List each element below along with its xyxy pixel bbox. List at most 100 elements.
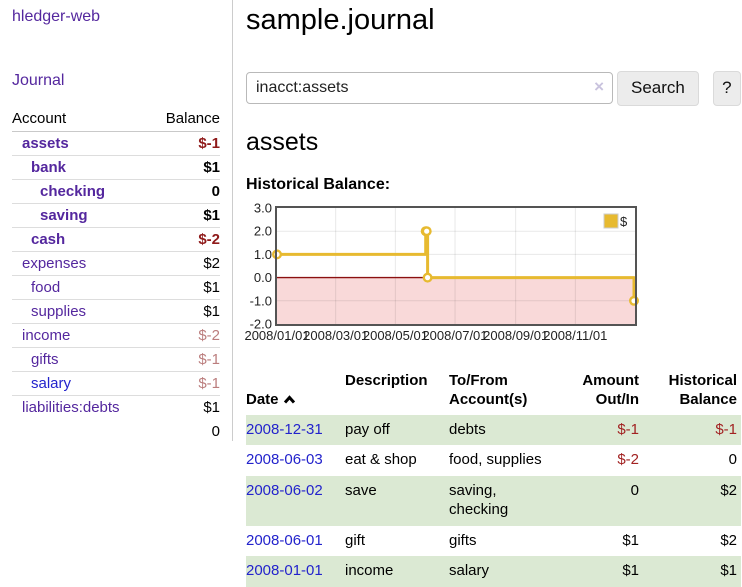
account-link[interactable]: checking xyxy=(40,183,105,200)
clear-search-icon[interactable]: × xyxy=(594,77,604,97)
account-balance: 0 xyxy=(150,180,220,204)
account-link[interactable]: assets xyxy=(22,135,69,152)
account-balance: $-1 xyxy=(150,372,220,396)
account-row: saving $1 xyxy=(12,204,220,228)
transaction-balance: $1 xyxy=(643,556,741,587)
transaction-description: income xyxy=(345,556,449,587)
transaction-description: pay off xyxy=(345,415,449,446)
account-link[interactable]: expenses xyxy=(22,255,86,272)
transaction-date-link[interactable]: 2008-12-31 xyxy=(246,415,345,446)
transaction-date-link[interactable]: 2008-01-01 xyxy=(246,556,345,587)
search-button[interactable]: Search xyxy=(617,71,699,106)
transaction-date-link[interactable]: 2008-06-02 xyxy=(246,482,323,499)
account-row: income$-2 xyxy=(12,324,220,348)
transaction-amount: $-2 xyxy=(561,445,643,476)
transaction-row[interactable]: 2008-06-03 eat & shopfood, supplies$-20 xyxy=(246,445,741,476)
account-balance: $1 xyxy=(150,396,220,420)
x-axis-tick-label: 2008/09/01 xyxy=(483,328,548,343)
x-axis-tick-label: 2008/07/01 xyxy=(422,328,487,343)
transaction-row[interactable]: 2008-06-02 savesaving, checking0$2 xyxy=(246,476,741,526)
transaction-date-link[interactable]: 2008-06-01 xyxy=(246,526,345,557)
transaction-balance: 0 xyxy=(643,445,741,476)
transaction-date-link[interactable]: 2008-06-03 xyxy=(246,445,345,476)
transaction-balance: $2 xyxy=(643,526,741,557)
accounts-header-account: Account xyxy=(12,107,150,132)
transaction-date-link[interactable]: 2008-06-01 xyxy=(246,532,323,549)
y-axis-tick-label: -1.0 xyxy=(250,294,272,309)
account-row: expenses $2 xyxy=(12,252,220,276)
column-header-date[interactable]: Date xyxy=(246,370,345,415)
sidebar-item-journal[interactable]: Journal xyxy=(12,72,220,90)
account-row: cash $-2 xyxy=(12,228,220,252)
transaction-accounts: food, supplies xyxy=(449,445,561,476)
account-link[interactable]: food xyxy=(31,279,60,296)
account-link[interactable]: supplies xyxy=(31,303,86,320)
y-axis-tick-label: 3.0 xyxy=(254,201,272,216)
account-row: supplies $1 xyxy=(12,300,220,324)
account-link[interactable]: gifts xyxy=(31,351,59,368)
account-balance: $1 xyxy=(150,204,220,228)
sort-ascending-icon xyxy=(283,395,296,404)
help-button[interactable]: ? xyxy=(713,71,741,106)
transaction-balance: $-1 xyxy=(643,415,741,446)
account-balance: $2 xyxy=(150,252,220,276)
transaction-amount: $-1 xyxy=(561,415,643,446)
search-input[interactable] xyxy=(246,72,613,104)
transaction-amount: $1 xyxy=(561,526,643,557)
account-balance: $1 xyxy=(150,156,220,180)
transaction-date-link[interactable]: 2008-01-01 xyxy=(246,562,323,579)
transaction-amount: 0 xyxy=(561,476,643,526)
data-point-marker xyxy=(424,274,432,282)
accounts-total-value: 0 xyxy=(12,419,220,444)
column-header-accounts[interactable]: To/From Account(s) xyxy=(449,370,561,415)
x-axis-tick-label: 2008/01/01 xyxy=(244,328,309,343)
account-link[interactable]: cash xyxy=(31,231,65,248)
page-title: sample.journal xyxy=(246,4,742,37)
column-header-balance[interactable]: Historical Balance xyxy=(643,370,741,415)
account-link[interactable]: salary xyxy=(31,375,71,392)
transaction-date-link[interactable]: 2008-06-02 xyxy=(246,476,345,526)
data-point-marker xyxy=(423,228,431,236)
account-row: checking 0 xyxy=(12,180,220,204)
transaction-description: eat & shop xyxy=(345,445,449,476)
account-link[interactable]: bank xyxy=(31,159,66,176)
account-heading: assets xyxy=(246,128,742,157)
transaction-accounts: gifts xyxy=(449,526,561,557)
app-brand-link[interactable]: hledger-web xyxy=(12,8,100,26)
account-row: bank $1 xyxy=(12,156,220,180)
transaction-row[interactable]: 2008-12-31pay offdebts$-1$-1 xyxy=(246,415,741,446)
column-header-description[interactable]: Description xyxy=(345,370,449,415)
account-link[interactable]: income xyxy=(22,327,70,344)
transaction-accounts: saving, checking xyxy=(449,476,561,526)
chart-title: Historical Balance: xyxy=(246,176,742,194)
account-row: food$1 xyxy=(12,276,220,300)
sidebar: hledger-web Journal Account Balance asse… xyxy=(0,0,233,441)
transaction-description: save xyxy=(345,476,449,526)
transaction-row[interactable]: 2008-01-01incomesalary$1$1 xyxy=(246,556,741,587)
transaction-accounts: debts xyxy=(449,415,561,446)
account-link[interactable]: saving xyxy=(40,207,88,224)
x-axis-tick-label: 2008/03/01 xyxy=(303,328,368,343)
transaction-description: gift xyxy=(345,526,449,557)
historical-balance-chart: 3.02.01.00.0-1.0-2.02008/01/012008/03/01… xyxy=(248,204,642,346)
transaction-date-link[interactable]: 2008-12-31 xyxy=(246,421,323,438)
accounts-header-balance: Balance xyxy=(150,107,220,132)
account-balance: $1 xyxy=(150,300,220,324)
y-axis-tick-label: 0.0 xyxy=(254,271,272,286)
transactions-table: Date Description To/From Account(s) Amou… xyxy=(246,370,741,587)
account-row: gifts $-1 xyxy=(12,348,220,372)
account-link[interactable]: liabilities:debts xyxy=(22,399,120,416)
account-row: salary $-1 xyxy=(12,372,220,396)
transaction-date-link[interactable]: 2008-06-03 xyxy=(246,451,323,468)
legend-swatch xyxy=(604,214,618,228)
transaction-row[interactable]: 2008-06-01 giftgifts$1$2 xyxy=(246,526,741,557)
column-header-amount[interactable]: Amount Out/In xyxy=(561,370,643,415)
account-row: assets $-1 xyxy=(12,132,220,156)
account-balance: $-2 xyxy=(150,228,220,252)
legend-label: $ xyxy=(620,214,628,229)
account-balance: $-1 xyxy=(150,132,220,156)
account-balance: $-1 xyxy=(150,348,220,372)
accounts-total-row: 0 xyxy=(12,419,220,444)
transaction-balance: $2 xyxy=(643,476,741,526)
x-axis-tick-label: 2008/11/01 xyxy=(543,328,607,343)
